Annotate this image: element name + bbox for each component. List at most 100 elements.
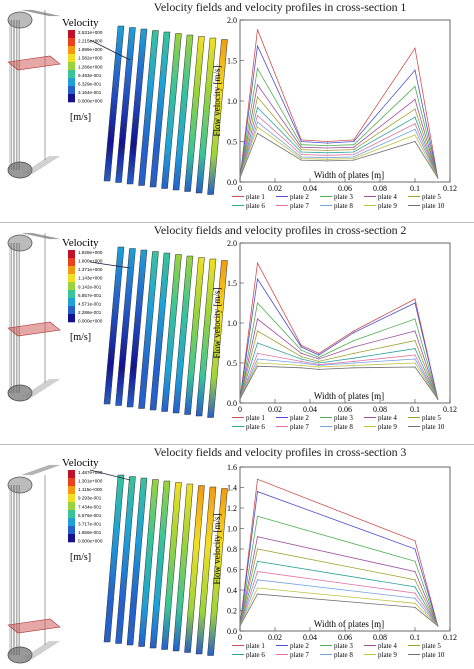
data-point [318,368,320,370]
y-tick-label: 0.2 [227,607,237,616]
colorbar-swatch [68,298,75,307]
colorbar-tick-label: 9.142e-001 [78,284,102,289]
data-point [414,366,416,368]
legend-label: plate 8 [334,202,353,210]
plate-velocity-field [138,479,159,647]
data-point [300,344,302,346]
data-point [353,362,355,364]
y-axis-label: Flow velocity [m/s] [212,66,222,137]
plate-velocity-field [126,28,148,185]
x-tick-label: 0.1 [410,405,420,414]
data-point [300,360,302,362]
colorbar-swatch [68,306,75,315]
colorbar-swatch [68,70,75,79]
frame-line [23,9,52,17]
data-point [353,149,355,151]
y-tick-label: 1.0 [227,319,237,328]
legend-label: plate 4 [378,642,397,650]
series-line [239,491,439,627]
plate-velocity-field [207,488,228,656]
pointer-line [89,469,131,481]
y-tick-label: 0.4 [227,586,237,595]
data-point [353,159,355,161]
manifold-bottom [7,384,33,402]
data-point [239,625,241,627]
series-line [239,560,439,627]
colorbar-tick-label: 1.582e+000 [78,56,103,61]
data-point [300,140,302,143]
frame-line [28,155,57,175]
heat-exchanger-frame [7,9,61,179]
frame-line [21,640,51,660]
data-point [326,147,329,149]
colorbar-swatch [68,502,75,511]
data-point [414,340,416,342]
y-tick-label: 1.2 [227,504,237,513]
data-point [256,96,259,98]
data-point [256,587,259,589]
data-point [256,84,259,86]
plate-velocity-field [115,476,136,644]
colorbar-tick-label: 0.000e+000 [78,539,103,544]
colorbar-tick-label: 3.717e-001 [78,521,102,526]
frame-line [23,155,52,175]
data-point [414,362,416,364]
frame-line [21,464,51,476]
data-point [256,318,259,320]
data-point [326,152,329,154]
manifold-top [7,11,33,29]
colorbar-swatch [68,54,75,63]
plate-velocity-field [184,257,205,415]
legend-label: plate 8 [334,423,353,431]
data-point [414,354,416,356]
data-point [326,142,329,144]
data-point [326,158,329,160]
frame-line [31,640,60,660]
series-line [239,536,439,627]
data-point [414,540,416,542]
frame-line [23,464,52,476]
plate-velocity-field [138,30,159,186]
colorbar-tick-label: 2.286e-001 [78,310,102,315]
frame-line [26,378,55,398]
cross-section-3-panel: Velocity fields and velocity profiles in… [0,445,474,667]
data-point [414,592,416,594]
data-point [300,146,302,148]
colorbar-swatch [68,510,75,519]
colorbar-swatch [68,94,75,103]
data-point [256,491,259,493]
colorbar-swatch [68,470,75,479]
velocity-profile-chart: 0.0 0.5 1.0 1.5 2.0 0 0.02 0.04 0.06 0.08 0.1 0.12 W… [212,239,457,431]
x-tick-label: 0 [238,184,242,193]
series-line [239,571,439,627]
x-axis-label: Width of plates [m] [314,170,384,180]
plate-velocity-field [149,480,171,649]
colorbar-tick-label: 1.859e-001 [78,530,102,535]
frame-line [21,155,51,175]
legend-label: plate 1 [246,414,265,422]
legend-label: plate 2 [290,414,309,422]
data-point [326,160,329,162]
legend-label: plate 9 [378,651,397,659]
data-point [300,156,302,158]
frame-line [25,640,54,660]
series-line [239,515,439,627]
frame-line [28,464,57,476]
data-point [353,364,355,366]
data-point [300,364,302,366]
plate-velocity-field [103,25,125,182]
data-point [256,29,259,31]
y-tick-label: 2.0 [227,239,237,248]
frame-line [25,232,54,240]
colorbar-tick-label: 2.531e+000 [78,30,103,35]
data-point [318,360,320,362]
colorbar-tick-label: 9.293e-001 [78,496,102,501]
legend-label: plate 2 [290,193,309,201]
colorbar-swatch [68,494,75,503]
colorbar-tick-label: 4.571e-001 [78,301,102,306]
x-tick-label: 0.08 [373,184,387,193]
data-point [414,330,416,332]
plate-velocity-field [126,249,148,408]
data-point [318,356,320,358]
data-point [353,330,355,332]
